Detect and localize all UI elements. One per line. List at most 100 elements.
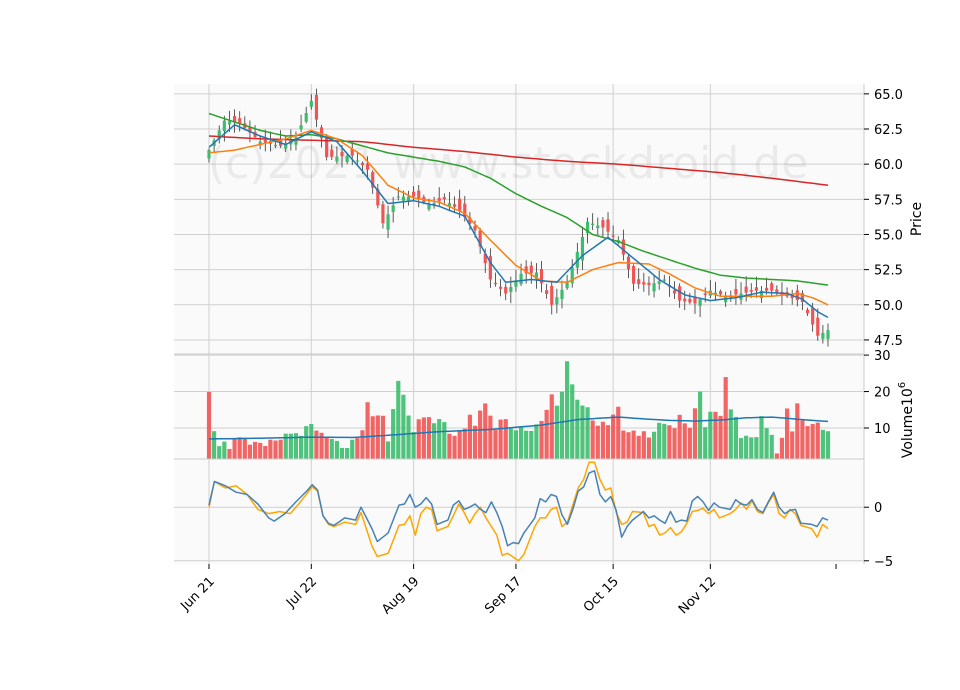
watermark-text: (c)2021 www.stockdroid.de <box>208 138 808 189</box>
volume-bar <box>570 384 575 459</box>
volume-bar <box>498 419 503 459</box>
x-tick-label: Sep 17 <box>482 574 525 617</box>
volume-bar <box>590 420 595 459</box>
candle-body <box>417 190 421 200</box>
candle-body <box>232 116 237 123</box>
volume-bar <box>784 408 790 459</box>
volume-bar <box>304 426 309 459</box>
ma-green-line <box>208 112 829 286</box>
volume-bar <box>258 442 263 459</box>
volume-bar <box>677 414 682 459</box>
volume-bar <box>687 427 692 459</box>
volume-bar <box>355 438 360 459</box>
candle-body <box>432 203 436 205</box>
y-tick-label: 62.5 <box>874 123 903 138</box>
volume-bar <box>488 415 493 459</box>
volume-bar <box>738 438 744 459</box>
candle-body <box>580 236 585 261</box>
oscillator-blue-line <box>208 470 829 547</box>
volume-bar <box>416 419 421 459</box>
volume-bar <box>795 403 800 459</box>
volume-bar <box>667 425 672 459</box>
candle-body <box>821 332 825 339</box>
y-tick-label: 30 <box>874 349 891 364</box>
candle-body <box>222 120 226 132</box>
candle-body <box>749 290 753 292</box>
candle-body <box>412 191 416 197</box>
volume-bar <box>805 426 810 459</box>
volume-bar <box>600 421 605 459</box>
candle-body <box>529 265 533 273</box>
volume-bar <box>554 405 559 459</box>
volume-bar <box>350 439 355 459</box>
volume-bar <box>309 424 314 459</box>
volume-bar <box>319 432 324 459</box>
candle-body <box>698 299 702 306</box>
volume-bar <box>723 377 728 459</box>
candle-body <box>545 290 549 294</box>
oscillator-panel-bg <box>174 459 864 564</box>
candle-body <box>284 143 288 149</box>
candle-body <box>795 290 799 301</box>
volume-bar <box>396 380 401 459</box>
volume-bar <box>749 437 754 459</box>
ma-orange-line <box>208 129 829 306</box>
candle-body <box>360 163 365 166</box>
volume-bar <box>432 423 437 459</box>
volume-bar <box>247 444 253 459</box>
candle-body <box>381 204 385 224</box>
candle-body <box>366 164 370 170</box>
price-panel-bg <box>174 84 864 354</box>
volume-bar <box>524 430 529 459</box>
volume-bar <box>263 445 268 459</box>
candle-body <box>657 281 661 284</box>
candle-body <box>652 283 656 292</box>
candle-body <box>452 204 457 207</box>
volume-bar <box>227 448 232 459</box>
volume-bar <box>437 419 442 459</box>
candle-body <box>672 290 677 294</box>
volume-bar <box>288 433 293 459</box>
candle-body <box>371 172 375 188</box>
volume-bar <box>339 447 345 459</box>
volume-bar <box>426 417 432 459</box>
volume-bar <box>513 430 519 459</box>
ma-red-line <box>208 135 829 187</box>
volume-bar <box>708 411 713 459</box>
volume-axis-title-word: Volume <box>900 406 916 458</box>
candle-body <box>713 292 718 295</box>
x-tick-label: Oct 15 <box>581 574 622 615</box>
volume-bar <box>206 391 212 459</box>
volume-bar <box>800 420 805 459</box>
y-tick-label: 20 <box>874 386 891 401</box>
y-tick-label: 0 <box>874 501 882 516</box>
volume-bar <box>503 419 508 459</box>
volume-bar <box>406 415 411 459</box>
candle-body <box>509 286 513 292</box>
candle-body <box>729 295 733 299</box>
volume-bar <box>728 409 733 459</box>
candle-body <box>688 298 692 303</box>
volume-bar <box>559 391 565 459</box>
volume-bar <box>472 425 478 459</box>
candle-body <box>611 235 615 237</box>
candle-body <box>800 293 805 302</box>
volume-bar <box>713 411 718 459</box>
volume-bar <box>636 435 641 459</box>
oscillator-orange-line <box>208 461 829 562</box>
volume-bar <box>298 435 304 459</box>
volume-axis-title: Volume106 <box>897 382 916 458</box>
candle-body <box>637 279 641 285</box>
volume-bar <box>252 441 258 459</box>
volume-bar <box>744 435 749 459</box>
ma-blue-line <box>208 124 829 319</box>
candle-body <box>662 279 666 281</box>
volume-bar <box>774 453 779 459</box>
candle-body <box>468 217 472 224</box>
candle-body <box>560 289 564 299</box>
candle-body <box>273 144 278 147</box>
volume-bar <box>611 414 616 459</box>
x-tick-label: Jul 22 <box>283 574 320 611</box>
candle-body <box>534 272 538 279</box>
x-tick-label: Aug 19 <box>379 574 422 617</box>
